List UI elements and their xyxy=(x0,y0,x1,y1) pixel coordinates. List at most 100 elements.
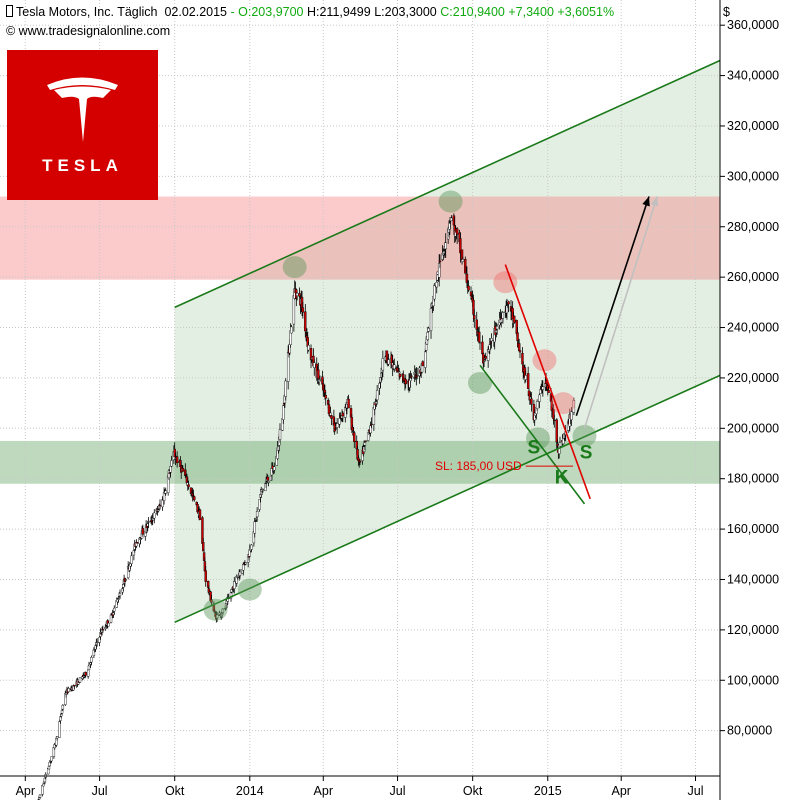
candle-body xyxy=(99,632,102,637)
candle-body xyxy=(278,429,282,440)
candle-body xyxy=(266,476,269,481)
candle-body xyxy=(78,677,82,683)
candle-body xyxy=(424,351,427,368)
candle-body xyxy=(101,629,105,631)
x-tick-label: Apr xyxy=(611,784,630,798)
high-value: 211,9499 xyxy=(319,5,371,19)
candle-body xyxy=(467,285,470,291)
candle-body xyxy=(158,504,162,507)
y-tick-label: 240,0000 xyxy=(727,321,779,335)
candle-body xyxy=(444,242,447,250)
low-label: L: xyxy=(374,5,385,19)
x-tick-label: Apr xyxy=(16,784,35,798)
touch-marker xyxy=(237,578,262,601)
candle-body xyxy=(164,490,167,494)
close-label: C: xyxy=(440,5,453,19)
arrow-head xyxy=(650,196,659,207)
pattern-label: K xyxy=(555,468,569,489)
candle-body xyxy=(355,440,358,450)
candle-body xyxy=(301,307,305,313)
candle-body xyxy=(298,293,301,297)
candle-body xyxy=(290,326,293,334)
dash: - xyxy=(230,5,235,19)
source-credit[interactable]: © www.tradesignalonline.com xyxy=(6,24,171,38)
candle-body xyxy=(544,380,548,385)
candle-body xyxy=(530,398,533,405)
candle-body xyxy=(516,332,519,342)
candle-body xyxy=(282,405,285,420)
candle-body xyxy=(518,350,522,353)
candle-body xyxy=(327,404,331,414)
candle-body xyxy=(210,599,213,603)
candle-body xyxy=(438,260,442,263)
stop-loss-label: SL: 185,00 USD xyxy=(435,459,522,473)
candle-body xyxy=(552,408,555,420)
candle-body xyxy=(41,785,44,795)
candle-body xyxy=(426,332,429,340)
candle-body xyxy=(247,556,251,558)
candle-body xyxy=(353,432,356,442)
candle-body xyxy=(330,415,333,419)
candle-body xyxy=(117,598,120,600)
pattern-label: S xyxy=(580,443,593,464)
candle-body xyxy=(570,411,573,420)
high-label: H: xyxy=(306,5,320,19)
target-arrow xyxy=(575,196,650,416)
candle-body xyxy=(229,592,233,599)
candle-body xyxy=(255,511,259,518)
candle-body xyxy=(50,756,53,762)
candle-body xyxy=(490,338,493,342)
touch-marker xyxy=(468,371,492,394)
candle-body xyxy=(258,499,261,510)
candle-body xyxy=(558,442,562,447)
touch-marker xyxy=(525,427,550,450)
candle-body xyxy=(318,379,322,381)
candle-body xyxy=(555,419,558,443)
candle-body xyxy=(43,777,47,783)
candle-body xyxy=(204,570,207,582)
candle-body xyxy=(238,571,242,576)
candle-body xyxy=(38,794,42,798)
y-tick-label: 160,0000 xyxy=(727,522,779,536)
candle-body xyxy=(220,613,224,616)
candle-body xyxy=(235,576,238,584)
y-tick-label: 200,0000 xyxy=(727,421,779,435)
x-tick-label: 2015 xyxy=(534,784,562,798)
candle-body xyxy=(213,610,216,613)
candle-body xyxy=(526,373,530,389)
candle-body xyxy=(87,665,91,671)
candle-body xyxy=(421,361,425,367)
candle-body xyxy=(450,217,453,221)
y-tick-label: 80,0000 xyxy=(727,724,772,738)
candle-body xyxy=(335,423,339,428)
close-value: 210,9400 xyxy=(452,5,505,19)
candle-body xyxy=(48,761,51,767)
candle-body xyxy=(415,375,419,377)
candle-body xyxy=(169,466,172,473)
candle-body xyxy=(141,528,145,535)
candle-body xyxy=(42,783,45,787)
candle-body xyxy=(202,552,206,561)
candle-body xyxy=(475,319,478,330)
candle-body xyxy=(59,716,62,721)
candle-body xyxy=(193,496,196,501)
candle-body xyxy=(334,428,337,430)
candle-body xyxy=(364,440,367,442)
candle-body xyxy=(381,358,385,371)
candle-body xyxy=(233,581,236,590)
candle-body xyxy=(472,299,475,315)
candle-body xyxy=(198,509,202,520)
candle-body xyxy=(317,369,320,379)
candle-body xyxy=(398,373,402,378)
candle-body xyxy=(170,460,173,467)
touch-marker xyxy=(438,190,463,213)
candle-body xyxy=(347,398,350,409)
candle-body xyxy=(107,622,110,627)
candle-body xyxy=(118,593,122,597)
y-tick-label: 320,0000 xyxy=(727,119,779,133)
candle-body xyxy=(404,379,407,385)
candle-body xyxy=(541,386,545,390)
candle-body xyxy=(244,562,247,565)
y-tick-label: 180,0000 xyxy=(727,472,779,486)
candle-body xyxy=(484,356,487,359)
